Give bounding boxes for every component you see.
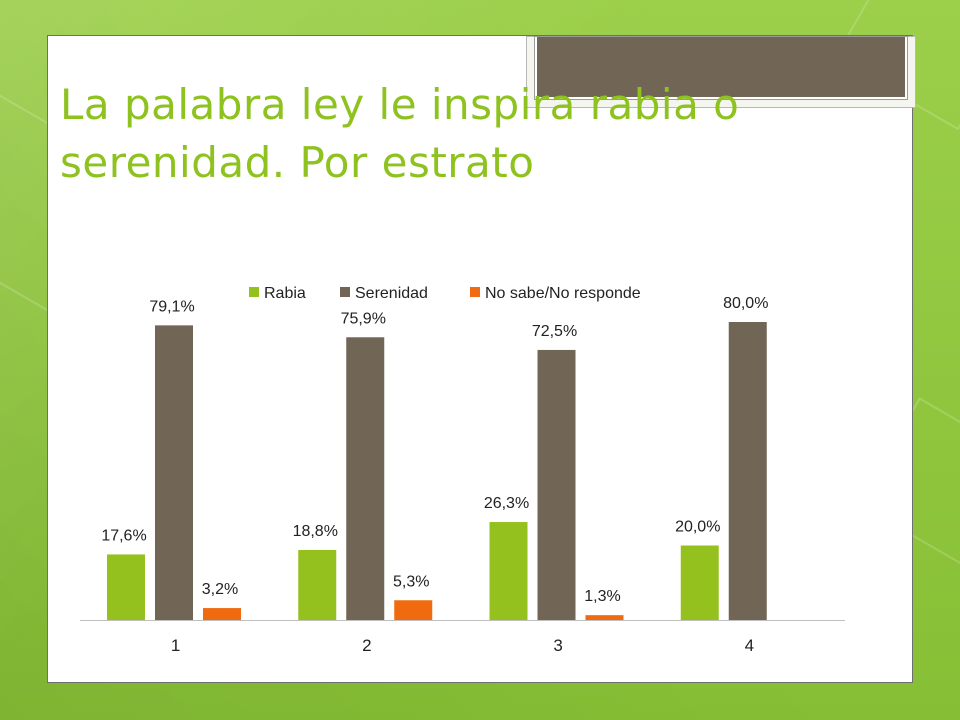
bar-rabia-2 xyxy=(298,549,337,620)
bar-no-sabe-no-responde-1 xyxy=(203,608,241,620)
x-tick-label: 4 xyxy=(745,636,754,655)
chart-data-labels: 17,6% 79,1% 3,2% 18,8% 75,9% 5,3% 26,3% 72,5% 1,… xyxy=(101,295,768,605)
legend-label-rabia: Rabia xyxy=(264,285,306,302)
x-tick-label: 2 xyxy=(362,636,371,655)
data-label-rabia-2: 18,8% xyxy=(293,523,338,540)
slide-title-line-2: serenidad. Por estrato xyxy=(60,138,535,187)
legend-label-no-sabe-no-responde: No sabe/No responde xyxy=(485,285,641,302)
chart-bars xyxy=(107,322,767,620)
data-label-rabia-1: 17,6% xyxy=(101,527,146,544)
data-label-serenidad-4: 80,0% xyxy=(723,295,768,312)
data-label-rabia-3: 26,3% xyxy=(484,495,529,512)
bar-serenidad-3 xyxy=(537,349,576,620)
bar-serenidad-2 xyxy=(346,337,385,620)
bar-no-sabe-no-responde-2 xyxy=(394,600,433,620)
data-label-serenidad-1: 79,1% xyxy=(149,298,194,315)
x-tick-label: 3 xyxy=(553,636,562,655)
bar-serenidad-1 xyxy=(155,325,193,620)
chart-legend: Rabia Serenidad No sabe/No responde xyxy=(249,285,641,302)
x-tick-label: 1 xyxy=(171,636,180,655)
legend-swatch-serenidad xyxy=(340,287,350,297)
slide-tab-decoration xyxy=(526,36,916,108)
data-label-rabia-4: 20,0% xyxy=(675,519,720,536)
bar-rabia-4 xyxy=(680,545,719,620)
slide-title: La palabra ley le inspira rabia o sereni… xyxy=(60,76,800,192)
slide-tab-inner xyxy=(535,37,907,99)
legend-swatch-no-sabe-no-responde xyxy=(470,287,480,297)
bar-serenidad-4 xyxy=(728,322,767,620)
bar-rabia-3 xyxy=(489,522,528,620)
data-label-serenidad-3: 72,5% xyxy=(532,323,577,340)
legend-swatch-rabia xyxy=(249,287,259,297)
data-label-serenidad-2: 75,9% xyxy=(341,310,386,327)
data-label-no-sabe-no-responde-1: 3,2% xyxy=(202,581,238,598)
legend-label-serenidad: Serenidad xyxy=(355,285,428,302)
bar-no-sabe-no-responde-3 xyxy=(585,615,624,620)
x-axis-ticks: 1 2 3 4 xyxy=(171,636,754,655)
bar-rabia-1 xyxy=(107,554,145,620)
data-label-no-sabe-no-responde-2: 5,3% xyxy=(393,573,429,590)
data-label-no-sabe-no-responde-3: 1,3% xyxy=(584,588,620,605)
slide-title-line-1: La palabra ley le inspira rabia o xyxy=(60,80,740,129)
